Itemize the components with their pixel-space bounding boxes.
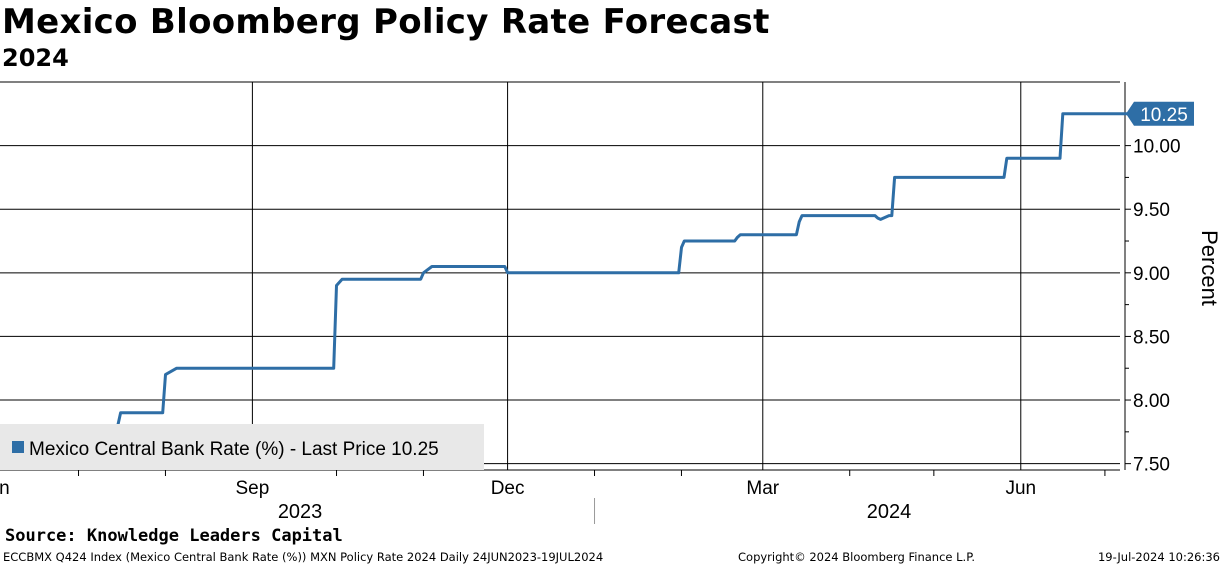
x-tick-label: Jun — [0, 478, 10, 499]
footer-timestamp: 19-Jul-2024 10:26:36 — [1097, 550, 1220, 564]
y-tick-label: 9.00 — [1133, 264, 1170, 285]
footer-copyright: Copyright© 2024 Bloomberg Finance L.P. — [738, 550, 975, 564]
x-tick-label: Dec — [491, 478, 525, 499]
chart-subtitle: 2024 — [2, 44, 69, 72]
legend-label: Mexico Central Bank Rate (%) - Last Pric… — [29, 439, 439, 460]
series-line-mexico-rate — [0, 112, 1156, 427]
legend-box — [0, 424, 484, 470]
footer-index-info: ECCBMX Q424 Index (Mexico Central Bank R… — [3, 550, 604, 564]
source-note: Source: Knowledge Leaders Capital — [5, 526, 343, 546]
last-price-tag — [1126, 101, 1194, 126]
last-price-label: 10.25 — [1140, 105, 1188, 126]
y-axis-title: Percent — [1197, 230, 1222, 306]
legend-swatch — [12, 441, 24, 453]
x-year-label: 2023 — [278, 501, 323, 523]
chart-title: Mexico Bloomberg Policy Rate Forecast — [2, 2, 770, 42]
y-tick-label: 10.00 — [1133, 137, 1181, 158]
x-tick-label: Mar — [746, 478, 779, 499]
y-tick-label: 8.00 — [1133, 391, 1170, 412]
y-tick-label: 8.50 — [1133, 327, 1170, 348]
x-tick-label: Jun — [1005, 478, 1036, 499]
x-tick-label: Sep — [235, 478, 269, 499]
y-tick-label: 7.50 — [1133, 455, 1170, 476]
x-year-label: 2024 — [867, 501, 912, 523]
y-tick-label: 9.50 — [1133, 200, 1170, 221]
